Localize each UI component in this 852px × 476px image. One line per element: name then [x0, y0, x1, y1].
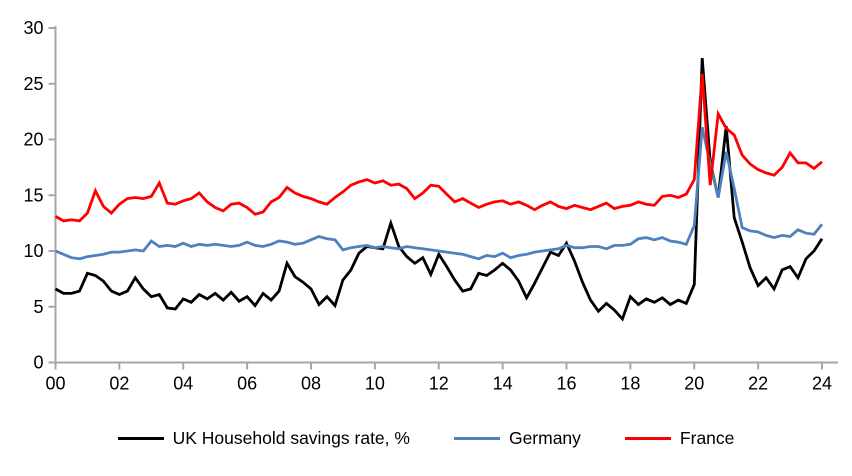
svg-text:12: 12 [429, 374, 449, 394]
svg-text:22: 22 [748, 374, 768, 394]
svg-text:18: 18 [620, 374, 640, 394]
svg-text:20: 20 [23, 130, 43, 150]
svg-text:24: 24 [812, 374, 832, 394]
legend-label-uk: UK Household savings rate, % [172, 428, 410, 448]
legend-label-germany: Germany [508, 428, 581, 448]
svg-text:5: 5 [33, 297, 43, 317]
chart-canvas: 0 5 10 15 20 25 30 00 02 04 06 08 10 12 14 16 18 20 22 24 [23, 18, 838, 394]
svg-text:20: 20 [684, 374, 704, 394]
svg-text:10: 10 [365, 374, 385, 394]
legend-item-france: France [624, 428, 735, 449]
svg-text:10: 10 [23, 241, 43, 261]
svg-text:15: 15 [23, 185, 43, 205]
legend-label-france: France [679, 428, 735, 448]
svg-text:25: 25 [23, 74, 43, 94]
svg-text:30: 30 [23, 18, 43, 38]
legend-item-uk: UK Household savings rate, % [117, 428, 410, 449]
svg-text:08: 08 [301, 374, 321, 394]
series-lines [54, 57, 824, 322]
svg-text:00: 00 [45, 374, 65, 394]
germany-line-swatch [453, 437, 500, 440]
svg-text:06: 06 [237, 374, 257, 394]
svg-text:16: 16 [556, 374, 576, 394]
x-axis: 00 02 04 06 08 10 12 14 16 18 20 22 24 [45, 361, 838, 394]
svg-text:02: 02 [109, 374, 129, 394]
svg-text:04: 04 [173, 374, 193, 394]
uk-line-swatch [117, 437, 164, 440]
svg-text:14: 14 [493, 374, 513, 394]
y-axis: 0 5 10 15 20 25 30 [23, 18, 57, 373]
chart-legend: UK Household savings rate, % Germany Fra… [0, 428, 852, 449]
france-line-swatch [624, 437, 671, 440]
svg-text:0: 0 [33, 353, 43, 373]
legend-item-germany: Germany [453, 428, 581, 449]
